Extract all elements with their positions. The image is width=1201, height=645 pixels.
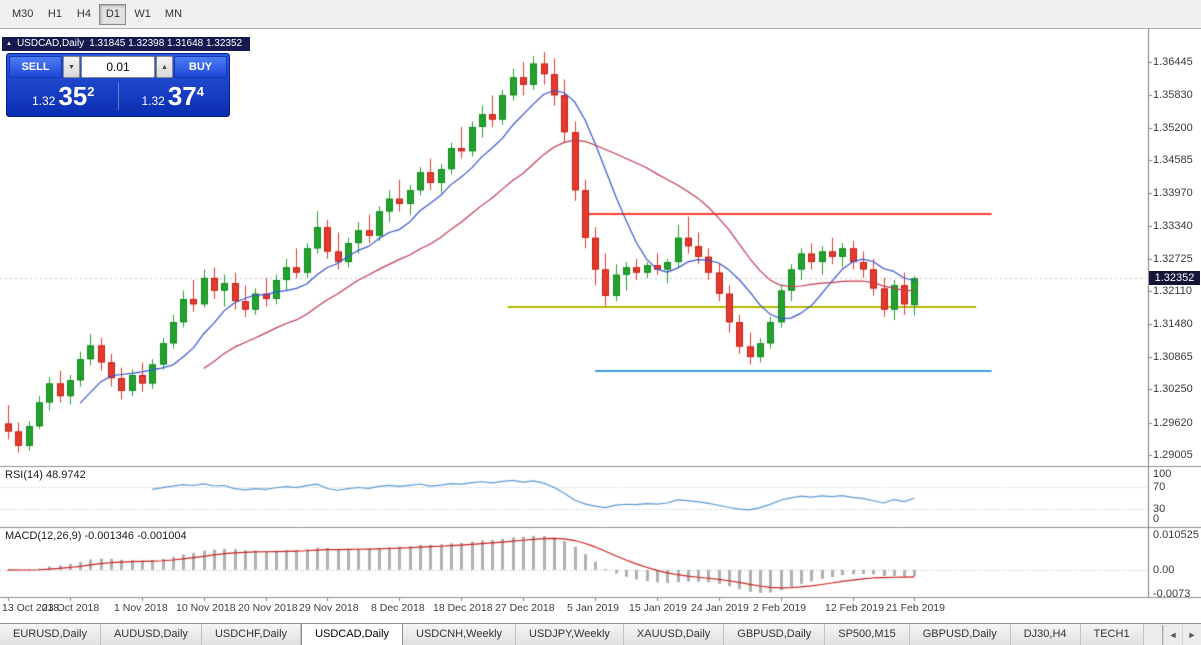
timeframe-button-h4[interactable]: H4 bbox=[70, 4, 97, 25]
tab-scroll-left-button[interactable]: ◄ bbox=[1163, 625, 1182, 645]
buy-price-display[interactable]: 1.32 37 4 bbox=[119, 80, 228, 112]
chart-tab-gbpusd-daily[interactable]: GBPUSD,Daily bbox=[909, 624, 1011, 645]
rsi-indicator-label: RSI(14) 48.9742 bbox=[5, 469, 86, 481]
buy-price-prefix: 1.32 bbox=[141, 94, 165, 108]
chart-tab-xauusd-daily[interactable]: XAUUSD,Daily bbox=[623, 624, 725, 645]
chart-window: ▲ USDCAD,Daily 1.31845 1.32398 1.31648 1… bbox=[0, 29, 1201, 623]
collapse-triangle-icon: ▲ bbox=[6, 41, 12, 47]
tab-scroll-right-button[interactable]: ► bbox=[1182, 625, 1201, 645]
timeframe-button-m30[interactable]: M30 bbox=[6, 4, 39, 25]
chart-tab-eurusd-daily[interactable]: EURUSD,Daily bbox=[0, 624, 101, 645]
trade-controls-row: SELL ▼ ▲ BUY bbox=[9, 56, 227, 78]
chart-tab-gbpusd-daily[interactable]: GBPUSD,Daily bbox=[724, 624, 826, 645]
macd-indicator-label: MACD(12,26,9) -0.001346 -0.001004 bbox=[5, 530, 187, 542]
chart-title-bar[interactable]: ▲ USDCAD,Daily 1.31845 1.32398 1.31648 1… bbox=[2, 37, 251, 51]
sell-price-point: 2 bbox=[87, 84, 95, 99]
timeframe-button-h1[interactable]: H1 bbox=[41, 4, 68, 25]
chart-tab-usdjpy-weekly[interactable]: USDJPY,Weekly bbox=[516, 624, 624, 645]
chart-tabs: EURUSD,Daily AUDUSD,Daily USDCHF,Daily USDC… bbox=[0, 624, 1163, 645]
chart-tab-tech1[interactable]: TECH1 bbox=[1080, 624, 1144, 645]
sell-button[interactable]: SELL bbox=[9, 56, 62, 78]
chart-tab-usdcnh-weekly[interactable]: USDCNH,Weekly bbox=[403, 624, 517, 645]
chart-tab-bar: EURUSD,Daily AUDUSD,Daily USDCHF,Daily USDC… bbox=[0, 623, 1201, 645]
buy-button[interactable]: BUY bbox=[174, 56, 227, 78]
trade-prices-row: 1.32 35 2 1.32 37 4 bbox=[9, 78, 227, 114]
chart-symbol-title: USDCAD,Daily bbox=[16, 38, 85, 49]
timeframe-button-mn[interactable]: MN bbox=[159, 4, 188, 25]
chart-tab-usdchf-daily[interactable]: USDCHF,Daily bbox=[201, 624, 302, 645]
chart-tab-sp500-m15[interactable]: SP500,M15 bbox=[825, 624, 910, 645]
chart-tab-audusd-daily[interactable]: AUDUSD,Daily bbox=[100, 624, 202, 645]
price-divider bbox=[117, 82, 119, 110]
chart-ohlc-values: 1.31845 1.32398 1.31648 1.32352 bbox=[89, 38, 243, 49]
price-chart-canvas[interactable] bbox=[0, 29, 1201, 623]
buy-price-pips: 37 bbox=[167, 81, 197, 111]
current-price-badge: 1.32352 bbox=[1149, 271, 1200, 285]
timeframe-button-w1[interactable]: W1 bbox=[128, 4, 157, 25]
volume-input[interactable] bbox=[81, 56, 155, 78]
sell-price-pips: 35 bbox=[58, 81, 88, 111]
chart-tab-usdcad-daily[interactable]: USDCAD,Daily bbox=[301, 624, 404, 645]
sell-price-display[interactable]: 1.32 35 2 bbox=[9, 80, 118, 112]
chart-tab-dj30-h4[interactable]: DJ30,H4 bbox=[1010, 624, 1081, 645]
timeframe-toolbar: M30 H1 H4 D1 W1 MN bbox=[0, 0, 1201, 29]
timeframe-button-d1[interactable]: D1 bbox=[99, 3, 127, 25]
buy-price-point: 4 bbox=[196, 84, 204, 99]
one-click-trading-panel: SELL ▼ ▲ BUY 1.32 35 2 1.32 37 4 bbox=[6, 53, 230, 117]
volume-decrease-button[interactable]: ▼ bbox=[63, 56, 80, 78]
tab-scroll-arrows: ◄ ► bbox=[1162, 625, 1201, 645]
volume-increase-button[interactable]: ▲ bbox=[156, 56, 173, 78]
sell-price-prefix: 1.32 bbox=[31, 94, 56, 108]
